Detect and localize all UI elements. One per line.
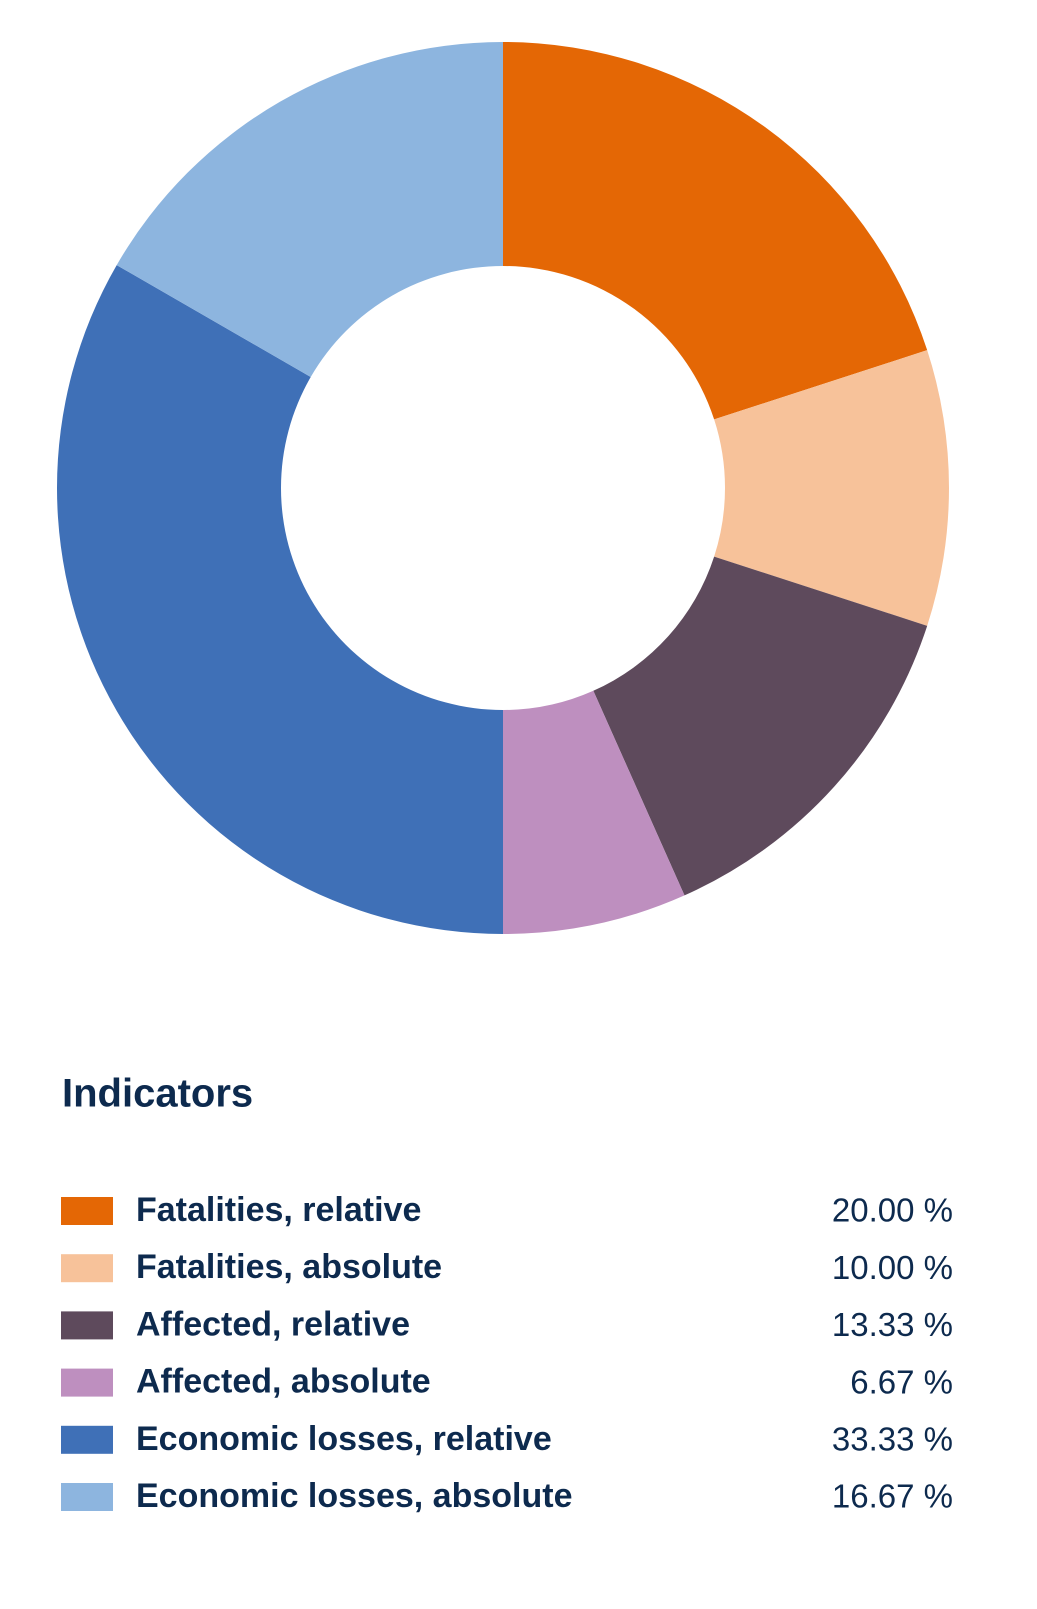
legend-label: Economic losses, absolute bbox=[136, 1477, 572, 1515]
legend-swatch bbox=[61, 1425, 113, 1454]
legend-label: Economic losses, relative bbox=[136, 1420, 552, 1458]
legend-label: Affected, relative bbox=[136, 1305, 410, 1343]
donut-slice bbox=[116, 42, 504, 378]
value-label: 20.00 % bbox=[832, 1192, 953, 1229]
donut-slice bbox=[503, 690, 685, 934]
value-label: 16.67 % bbox=[832, 1478, 953, 1515]
value-label: 13.33 % bbox=[832, 1306, 953, 1343]
donut-slice bbox=[593, 556, 928, 896]
legend-swatch bbox=[61, 1368, 113, 1397]
legend-title: Indicators bbox=[62, 1072, 253, 1116]
legend-swatch bbox=[61, 1483, 113, 1511]
legend-swatch bbox=[61, 1311, 113, 1340]
legend-label: Affected, absolute bbox=[136, 1363, 431, 1401]
donut-slice bbox=[56, 265, 504, 934]
legend-label: Fatalities, absolute bbox=[136, 1248, 442, 1286]
donut-slice bbox=[503, 42, 928, 420]
value-label: 33.33 % bbox=[832, 1421, 953, 1458]
value-label: 6.67 % bbox=[850, 1363, 953, 1400]
legend-swatch bbox=[61, 1254, 113, 1283]
value-label: 10.00 % bbox=[832, 1249, 953, 1286]
legend-label: Fatalities, relative bbox=[136, 1191, 421, 1229]
donut-slice bbox=[714, 350, 950, 626]
legend-swatch bbox=[61, 1197, 113, 1225]
